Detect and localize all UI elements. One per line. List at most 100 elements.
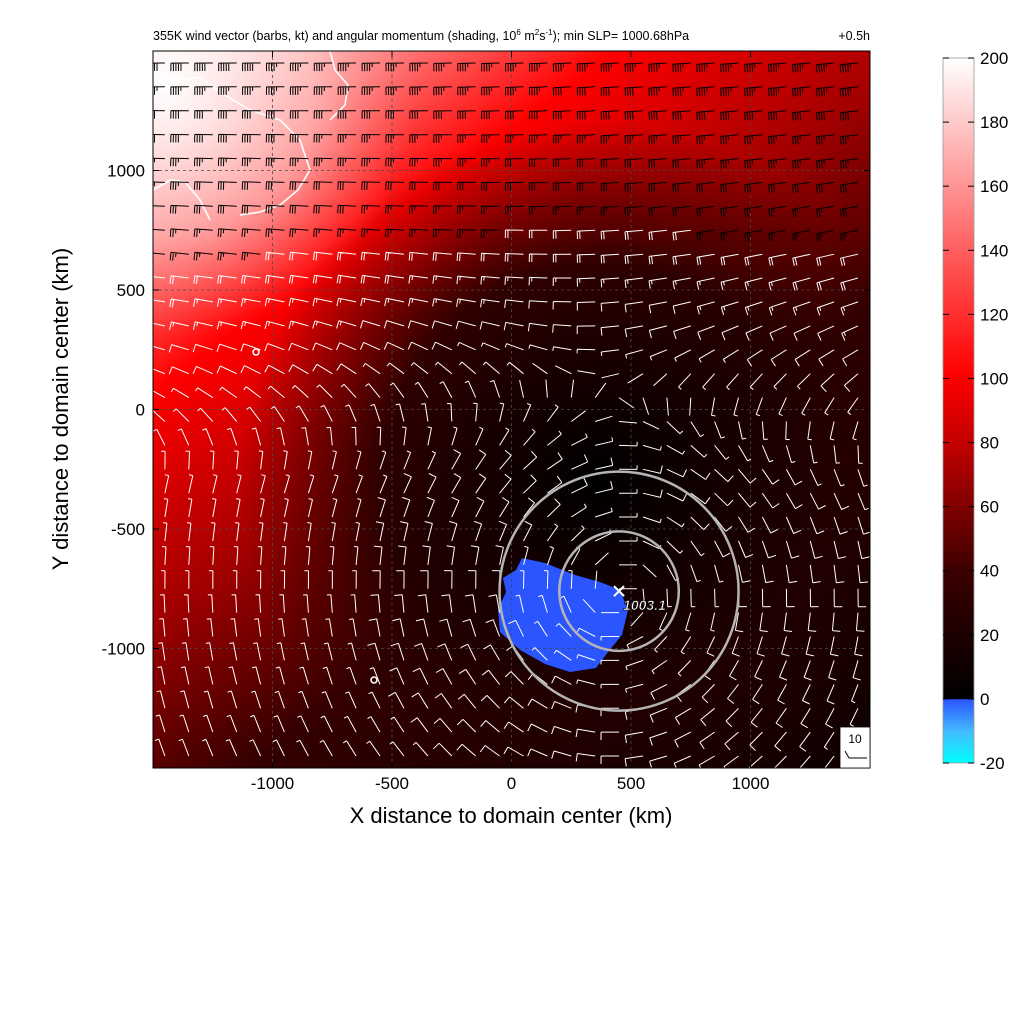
wind-barb	[162, 522, 168, 542]
wind-barb	[506, 361, 524, 375]
wind-barb	[403, 473, 412, 494]
wind-barb	[546, 523, 559, 542]
wind-barb	[186, 522, 192, 542]
wind-barb	[451, 426, 458, 446]
wind-barb	[818, 349, 835, 367]
wind-barb	[696, 134, 715, 145]
wind-barb	[833, 492, 850, 510]
wind-barb	[276, 427, 285, 446]
wind-barb	[696, 181, 715, 193]
wind-barb	[272, 739, 285, 757]
wind-barb	[699, 731, 715, 750]
wind-barb	[855, 612, 865, 632]
wind-barb	[624, 62, 644, 73]
wind-barb	[352, 570, 357, 589]
wind-barb	[841, 325, 859, 341]
wind-barb	[857, 540, 870, 560]
wind-barb	[738, 421, 747, 440]
wind-barb	[499, 449, 512, 470]
wind-barb	[431, 320, 452, 329]
wind-barb	[427, 450, 436, 470]
wind-barb	[571, 410, 586, 422]
wind-barb	[255, 594, 262, 613]
wind-barb	[600, 62, 620, 72]
wind-barb	[678, 373, 692, 390]
wind-barb	[552, 62, 572, 72]
wind-barb	[217, 204, 237, 214]
wind-barb	[218, 133, 237, 143]
wind-barb	[170, 181, 189, 190]
colorbar-tick-label: 200	[980, 49, 1008, 68]
wind-barb	[464, 380, 477, 398]
wind-barb	[672, 229, 691, 241]
wind-barb	[390, 716, 405, 733]
wind-barb	[361, 62, 381, 72]
wind-barb	[680, 636, 692, 655]
wind-barb	[265, 228, 285, 238]
wind-barb	[508, 619, 524, 637]
wind-barb	[532, 362, 548, 375]
wind-barb	[528, 134, 548, 144]
wind-barb	[182, 618, 190, 637]
wind-barb	[412, 667, 429, 685]
wind-barb	[485, 619, 501, 637]
wind-barb	[427, 426, 432, 446]
wind-barb	[256, 570, 262, 589]
wind-barb	[809, 492, 826, 510]
wind-barb	[552, 277, 572, 287]
wind-barb	[407, 341, 429, 351]
wind-barb	[576, 62, 596, 72]
wind-barb	[161, 546, 167, 565]
wind-barb	[791, 134, 811, 145]
wind-barb	[251, 690, 262, 709]
wind-barb	[552, 158, 572, 168]
wind-barb	[180, 690, 190, 709]
wind-barb	[833, 540, 847, 559]
wind-barb	[756, 636, 765, 657]
wind-barb	[481, 110, 500, 120]
wind-barb	[791, 181, 811, 193]
wind-barb	[575, 728, 596, 738]
wind-barb	[217, 157, 237, 167]
wind-barb	[785, 421, 790, 441]
wind-barb	[295, 405, 309, 422]
wind-barb	[265, 181, 285, 190]
wind-barb	[761, 421, 768, 440]
wind-barb	[422, 545, 431, 565]
wind-barb	[714, 588, 720, 608]
wind-barb	[297, 715, 309, 733]
wind-barb	[265, 251, 285, 261]
wind-barb	[475, 496, 485, 518]
wind-barb	[648, 181, 667, 193]
wind-barb	[202, 738, 214, 757]
wind-barb	[475, 426, 484, 446]
wind-barb	[761, 445, 774, 463]
wind-barb	[153, 228, 165, 231]
wind-barb	[385, 205, 404, 214]
wind-barb	[619, 537, 638, 542]
wind-barb	[475, 473, 487, 494]
wind-barb	[265, 133, 285, 143]
wind-barb	[392, 618, 405, 637]
wind-barb	[202, 428, 214, 446]
wind-barb	[169, 321, 189, 330]
wind-barb	[489, 380, 501, 398]
wind-barb	[696, 205, 715, 217]
wind-barb	[259, 522, 264, 542]
wind-barb	[347, 642, 357, 661]
wind-barb	[481, 669, 500, 685]
colorbar: -20 0 20 40 60 80 100 120 140 160 180 200	[942, 49, 1008, 773]
wind-barb	[241, 157, 261, 167]
wind-barb	[807, 421, 812, 441]
wind-barb	[677, 660, 692, 677]
wind-barb	[600, 229, 620, 240]
wind-barb	[696, 110, 715, 121]
wind-barb	[803, 660, 812, 681]
wind-barb	[649, 707, 668, 723]
wind-barb	[153, 252, 165, 255]
shading-high	[153, 51, 870, 768]
wind-barb	[266, 62, 285, 72]
plot-area: 1003.1	[153, 51, 870, 768]
wind-barb	[672, 205, 691, 217]
